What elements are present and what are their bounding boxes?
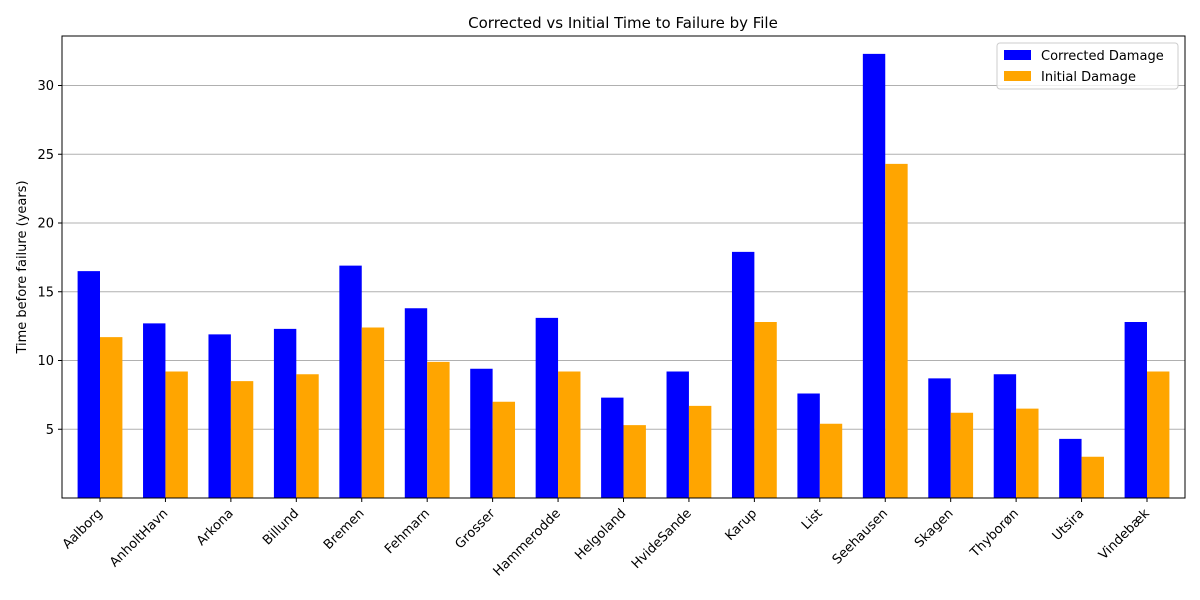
bar-corrected-damage: [273, 328, 297, 498]
bar-corrected-damage: [404, 308, 428, 498]
bar-initial-damage: [165, 371, 188, 498]
bar-corrected-damage: [535, 317, 559, 498]
bar-initial-damage: [492, 401, 516, 498]
y-axis: 5 10 15 20 25 30: [37, 79, 62, 438]
bars: [77, 53, 1170, 498]
bar-corrected-damage: [1124, 322, 1147, 498]
bar-initial-damage: [623, 425, 646, 498]
bar-initial-damage: [296, 374, 319, 498]
legend-swatch: [1004, 71, 1031, 81]
y-tick-label: 20: [37, 217, 54, 232]
legend-box: [996, 42, 1179, 90]
bar-initial-damage: [427, 361, 450, 498]
legend-label: Corrected Damage: [1041, 49, 1164, 64]
bar-initial-damage: [1016, 408, 1039, 498]
bar-initial-damage: [688, 405, 712, 498]
bar-corrected-damage: [993, 374, 1017, 498]
legend: Corrected Damage Initial Damage: [996, 42, 1179, 90]
chart-title: Corrected vs Initial Time to Failure by …: [468, 14, 778, 32]
bar-corrected-damage: [77, 271, 100, 498]
bar-initial-damage: [819, 423, 843, 498]
y-tick-label: 30: [37, 79, 54, 94]
legend-label: Initial Damage: [1041, 70, 1136, 85]
bar-initial-damage: [754, 322, 777, 498]
bar-initial-damage: [950, 412, 974, 498]
bar-initial-damage: [230, 381, 254, 498]
bar-corrected-damage: [470, 368, 493, 498]
bar-corrected-damage: [143, 323, 166, 498]
y-tick-label: 5: [46, 423, 54, 438]
legend-swatch: [1004, 50, 1031, 60]
bar-corrected-damage: [601, 397, 624, 498]
bar-initial-damage: [361, 327, 385, 498]
bar-initial-damage: [558, 371, 581, 498]
y-axis-label: Time before failure (years): [15, 180, 30, 354]
bar-corrected-damage: [797, 393, 820, 498]
y-tick-label: 25: [37, 148, 54, 163]
bar-initial-damage: [885, 163, 908, 498]
y-tick-label: 15: [37, 285, 54, 300]
bar-corrected-damage: [928, 378, 951, 498]
bar-corrected-damage: [666, 371, 689, 498]
bar-corrected-damage: [208, 334, 231, 498]
y-tick-label: 10: [37, 354, 54, 369]
bar-corrected-damage: [339, 265, 362, 498]
bar-corrected-damage: [731, 251, 755, 498]
bar-initial-damage: [100, 337, 123, 498]
bar-corrected-damage: [862, 53, 886, 498]
bar-initial-damage: [1147, 371, 1170, 498]
bar-corrected-damage: [1059, 438, 1082, 498]
bar-initial-damage: [1081, 456, 1104, 498]
